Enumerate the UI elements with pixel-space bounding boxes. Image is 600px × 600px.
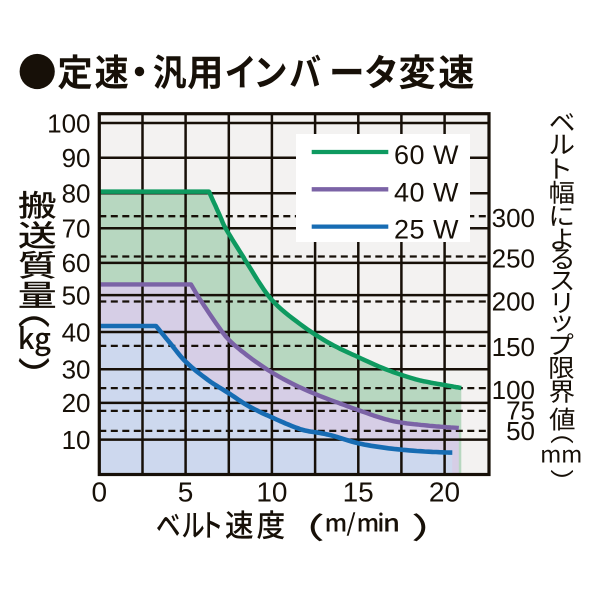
svg-text:250: 250 xyxy=(492,243,535,273)
svg-text:60: 60 xyxy=(62,248,91,278)
svg-text:20: 20 xyxy=(62,388,91,418)
svg-text:40: 40 xyxy=(62,317,91,347)
svg-text:40 W: 40 W xyxy=(394,177,459,207)
svg-text:20: 20 xyxy=(429,477,460,508)
svg-text:100: 100 xyxy=(47,108,90,138)
svg-text:25 W: 25 W xyxy=(394,215,459,245)
svg-text:5: 5 xyxy=(178,477,194,508)
svg-text:50: 50 xyxy=(62,280,91,310)
svg-text:30: 30 xyxy=(62,355,91,385)
svg-text:300: 300 xyxy=(492,203,535,233)
svg-text:75: 75 xyxy=(506,395,535,425)
svg-text:150: 150 xyxy=(492,332,535,362)
svg-text:90: 90 xyxy=(62,143,91,173)
svg-text:200: 200 xyxy=(492,287,535,317)
svg-text:60 W: 60 W xyxy=(394,140,459,170)
svg-text:10: 10 xyxy=(256,477,287,508)
svg-text:0: 0 xyxy=(92,477,108,508)
svg-text:100: 100 xyxy=(492,375,535,405)
svg-text:10: 10 xyxy=(62,425,91,455)
svg-text:80: 80 xyxy=(62,179,91,209)
svg-text:50: 50 xyxy=(506,416,535,446)
svg-text:15: 15 xyxy=(343,477,374,508)
svg-text:70: 70 xyxy=(62,214,91,244)
